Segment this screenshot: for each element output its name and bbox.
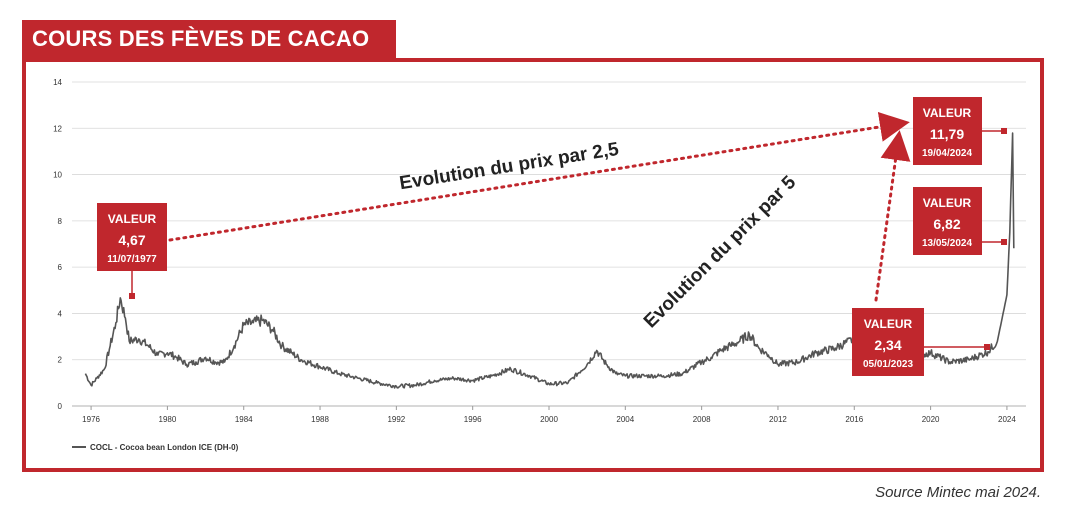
svg-text:11/07/1977: 11/07/1977 [107, 254, 157, 265]
svg-text:05/01/2023: 05/01/2023 [863, 359, 913, 370]
svg-text:2,34: 2,34 [874, 337, 901, 353]
chart-title: COURS DES FÈVES DE CACAO (€/KG) [22, 20, 396, 89]
x-tick-label: 1996 [464, 415, 482, 424]
svg-text:19/04/2024: 19/04/2024 [922, 148, 972, 159]
svg-text:VALEUR: VALEUR [923, 196, 972, 210]
marker-2024-may [1001, 239, 1007, 245]
marker-2024-max [1001, 128, 1007, 134]
marker-1977 [129, 293, 135, 299]
x-tick-label: 2000 [540, 415, 558, 424]
annotation-1977: VALEUR 4,67 11/07/1977 [97, 203, 167, 271]
legend-label: COCL - Cocoa bean London ICE (DH-0) [90, 443, 239, 452]
svg-text:11,79: 11,79 [930, 126, 964, 142]
marker-2023 [984, 344, 990, 350]
y-tick-label: 4 [58, 309, 63, 318]
y-tick-label: 6 [58, 263, 63, 272]
y-axis: 0 2 4 6 8 10 12 14 [53, 78, 62, 411]
svg-text:6,82: 6,82 [933, 216, 960, 232]
x-tick-label: 1988 [311, 415, 329, 424]
x-tick-label: 1992 [387, 415, 405, 424]
annotation-2023: VALEUR 2,34 05/01/2023 [852, 308, 924, 376]
arrow-growth-5 [874, 130, 911, 302]
x-axis: 1976 1980 1984 1988 1992 1996 2000 2004 2008 2012… [82, 406, 1016, 424]
x-tick-label: 2020 [922, 415, 940, 424]
y-tick-label: 8 [58, 217, 63, 226]
x-tick-label: 1980 [159, 415, 177, 424]
x-tick-label: 2012 [769, 415, 787, 424]
x-tick-label: 1984 [235, 415, 253, 424]
legend: COCL - Cocoa bean London ICE (DH-0) [72, 443, 239, 452]
svg-text:13/05/2024: 13/05/2024 [922, 238, 972, 249]
x-tick-label: 2004 [616, 415, 634, 424]
arrow-label-5: Evolution du prix par 5 [640, 172, 801, 333]
annotation-2024-may: VALEUR 6,82 13/05/2024 [913, 187, 982, 255]
y-tick-label: 10 [53, 171, 62, 180]
chart-frame [22, 58, 1044, 472]
y-tick-label: 2 [58, 356, 63, 365]
y-tick-label: 12 [53, 124, 62, 133]
x-tick-label: 2008 [693, 415, 711, 424]
svg-text:VALEUR: VALEUR [864, 317, 913, 331]
y-tick-label: 14 [53, 78, 62, 87]
source-note: Source Mintec mai 2024. [875, 484, 1041, 501]
svg-text:VALEUR: VALEUR [108, 212, 157, 226]
annotation-2024-max: VALEUR 11,79 19/04/2024 [913, 97, 982, 165]
svg-text:4,67: 4,67 [118, 232, 145, 248]
x-tick-label: 2024 [998, 415, 1016, 424]
x-tick-label: 1976 [82, 415, 100, 424]
x-tick-label: 2016 [845, 415, 863, 424]
svg-text:VALEUR: VALEUR [923, 106, 972, 120]
y-tick-label: 0 [58, 402, 63, 411]
